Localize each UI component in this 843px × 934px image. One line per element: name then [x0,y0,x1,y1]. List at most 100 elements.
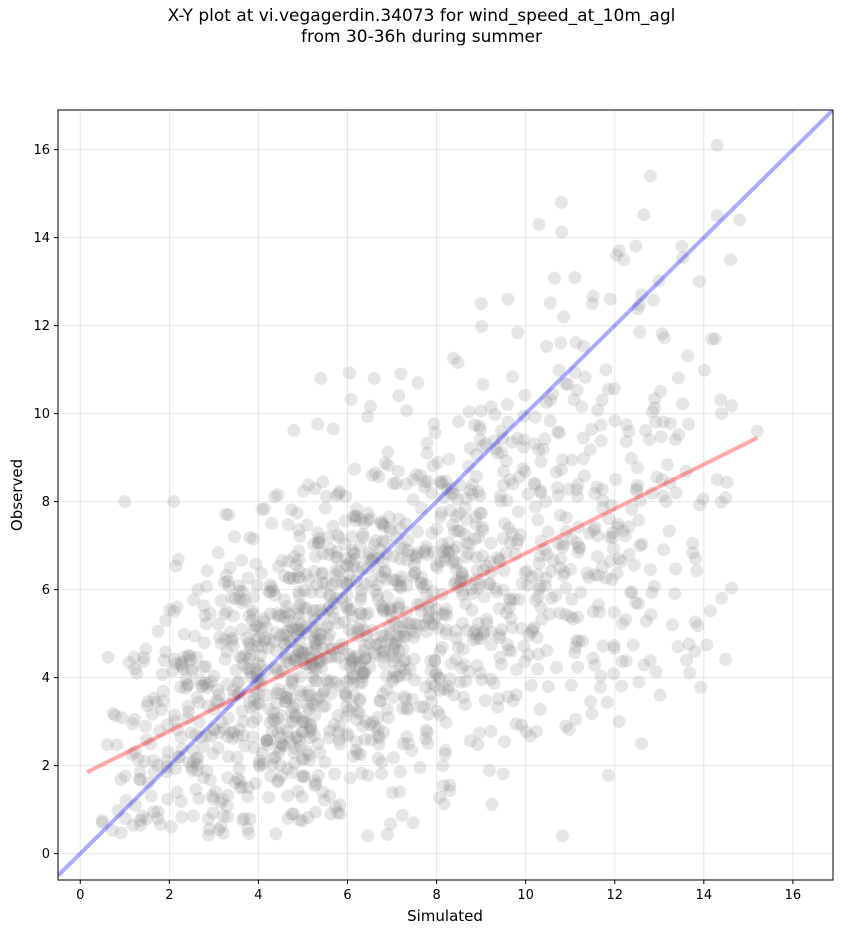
scatter-point [400,579,414,593]
scatter-point [292,733,306,747]
scatter-point [387,641,401,655]
y-axis-label: Observed [8,459,26,531]
scatter-point [510,663,524,676]
scatter-point [525,623,539,637]
scatter-point [313,690,326,704]
scatter-point [543,607,556,621]
scatter-point [324,687,338,701]
scatter-point [483,555,497,569]
scatter-point [392,600,406,614]
scatter-point [278,695,292,709]
scatter-point [693,498,707,512]
scatter-point [185,663,199,677]
scatter-point [211,546,225,560]
scatter-point [624,586,638,599]
scatter-point [484,724,498,738]
scatter-point [300,651,314,664]
scatter-point [333,484,346,498]
scatter-point [329,563,343,577]
scatter-point [299,568,313,582]
scatter-point [285,674,298,688]
scatter-point [565,453,579,467]
scatter-point [345,530,359,544]
scatter-point [250,670,264,684]
scatter-point [195,679,208,693]
scatter-point [445,657,458,671]
scatter-point [450,556,464,570]
scatter-point [562,723,576,736]
scatter-point [356,719,370,733]
scatter-point [439,542,453,556]
scatter-point [438,606,452,620]
scatter-point [578,370,592,384]
scatter-point [414,576,428,590]
scatter-point [474,404,488,418]
scatter-point [154,818,167,831]
scatter-point [214,594,228,607]
scatter-point [227,725,241,739]
scatter-point [226,631,239,645]
scatter-point [199,659,213,673]
scatter-point [297,601,311,615]
scatter-point [212,823,225,837]
scatter-point [343,366,356,380]
scatter-point [484,672,498,686]
scatter-point [297,752,311,766]
scatter-point [409,551,423,565]
scatter-point [647,579,661,593]
scatter-point [263,585,277,598]
scatter-point [293,529,307,543]
scatter-point [277,593,291,607]
scatter-point [394,570,408,584]
scatter-point [518,655,532,669]
scatter-point [309,777,323,791]
scatter-point [401,544,415,558]
scatter-point [501,690,515,703]
scatter-point [227,530,241,544]
scatter-point [108,709,122,723]
scatter-point [236,584,249,598]
scatter-point [232,584,246,598]
scatter-point [370,588,384,602]
scatter-point [199,617,213,631]
scatter-point [494,424,508,438]
scatter-point [268,490,282,504]
scatter-point [323,542,337,556]
scatter-point [594,680,607,694]
scatter-point [634,494,647,508]
scatter-point [292,644,306,658]
scatter-point [341,727,355,741]
scatter-point [295,814,309,828]
scatter-point [600,695,614,709]
scatter-point [328,767,342,781]
scatter-point [339,690,353,703]
scatter-point [247,691,261,705]
scatter-point [304,646,318,659]
scatter-point [384,604,398,618]
scatter-point [659,495,673,508]
scatter-point [311,417,325,431]
scatter-point [306,658,319,672]
scatter-point [233,774,247,788]
scatter-point [447,688,461,702]
scatter-point [364,512,378,526]
scatter-point [491,551,505,565]
scatter-point [304,651,318,665]
scatter-point [333,807,347,821]
scatter-point [300,689,314,702]
scatter-point [474,297,488,311]
scatter-point [507,592,521,606]
scatter-point [232,722,246,736]
scatter-point [508,548,522,561]
scatter-point [308,774,322,788]
y-tick-label: 10 [33,407,50,422]
scatter-point [136,655,150,669]
scatter-point [583,443,597,457]
scatter-point [306,604,320,618]
scatter-point [656,415,670,429]
scatter-point [306,670,320,684]
scatter-point [446,518,460,532]
scatter-point [429,602,443,616]
scatter-point [253,697,267,711]
scatter-point [293,633,307,647]
